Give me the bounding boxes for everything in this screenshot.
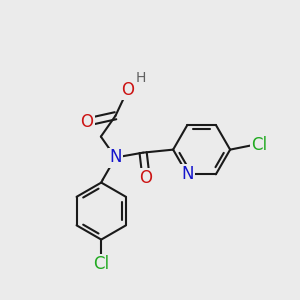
Text: Cl: Cl [251, 136, 267, 154]
Text: O: O [140, 169, 153, 187]
Text: Cl: Cl [93, 255, 109, 273]
Text: O: O [80, 113, 94, 131]
Text: N: N [109, 148, 122, 166]
Text: O: O [121, 81, 134, 99]
Text: H: H [136, 71, 146, 85]
Text: N: N [181, 165, 194, 183]
